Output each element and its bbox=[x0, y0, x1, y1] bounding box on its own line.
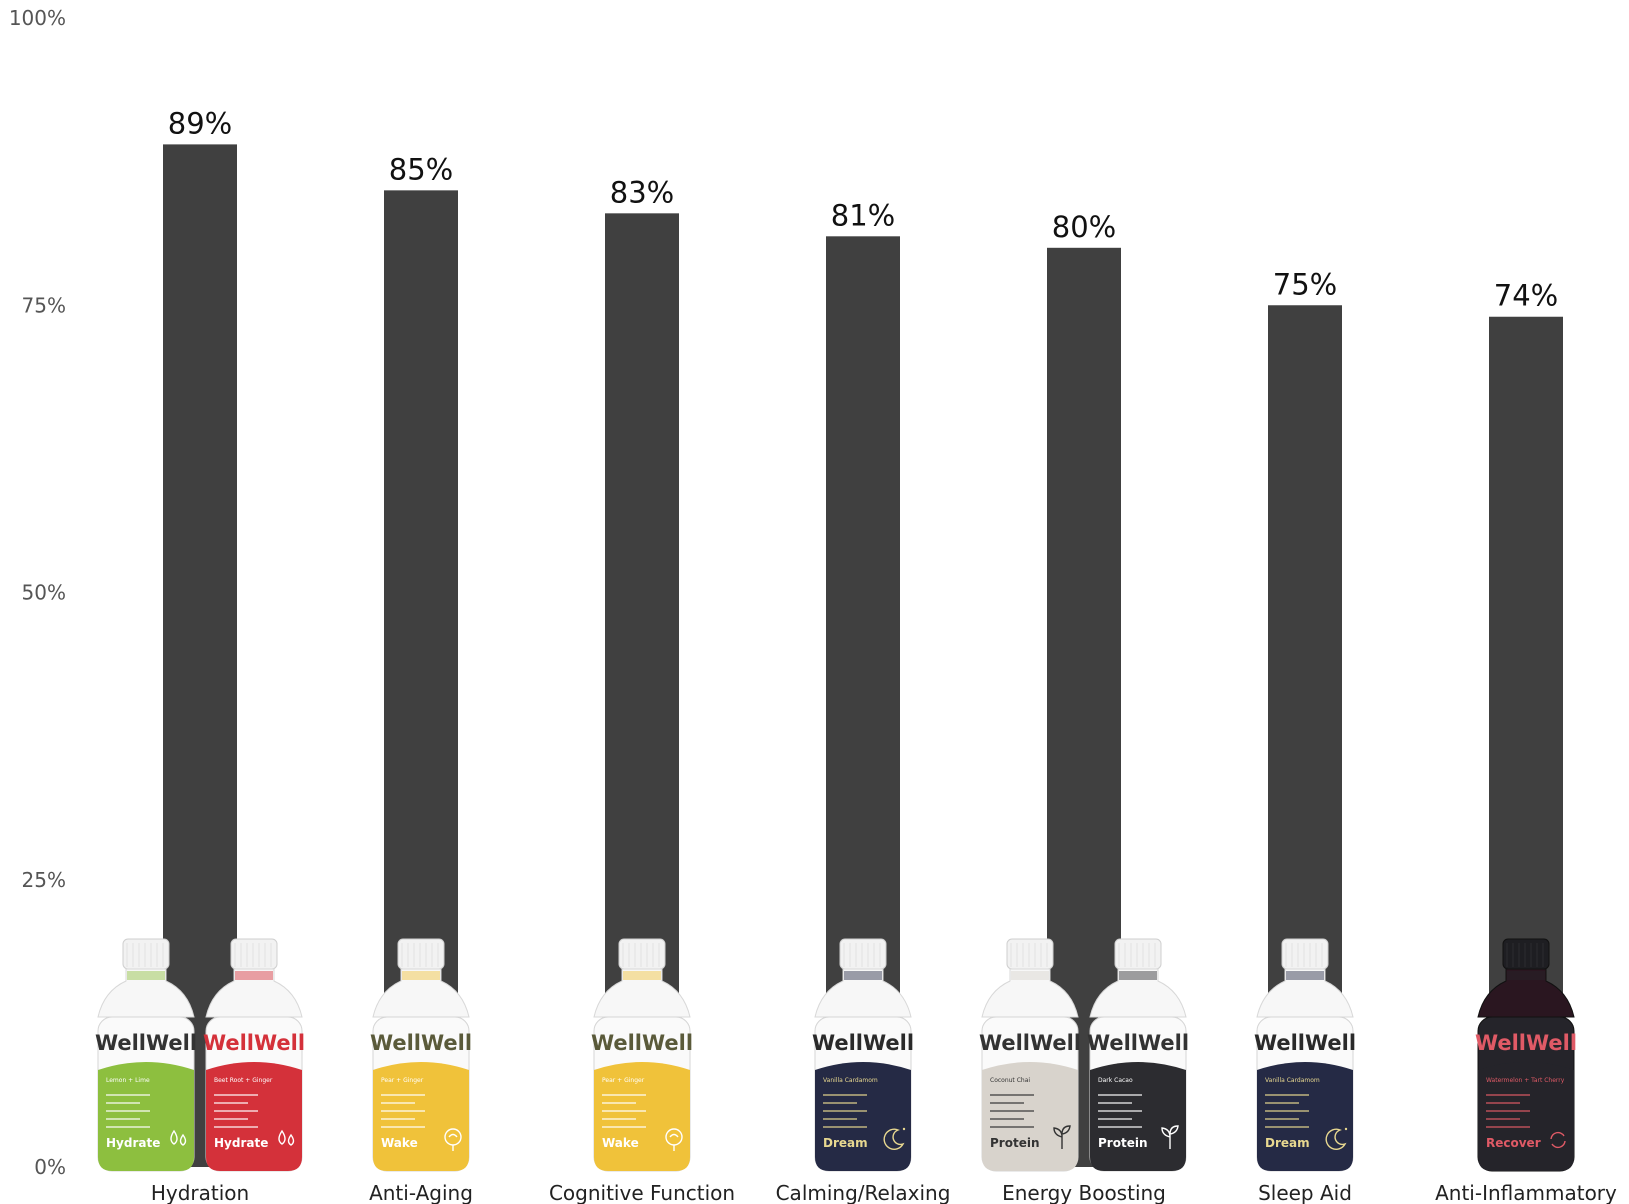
bottle-product-name: Hydrate bbox=[106, 1136, 160, 1150]
bottle-flavor: Coconut Chai bbox=[990, 1077, 1030, 1084]
bottle-flavor: Watermelon + Tart Cherry bbox=[1486, 1077, 1565, 1084]
product-bottle: WellWell Dark Cacao Protein bbox=[1087, 938, 1189, 1172]
bottle-brand: WellWell bbox=[591, 1031, 693, 1055]
y-tick-label: 100% bbox=[9, 6, 66, 30]
value-labels: 89% 85% 83% 81% 80% 75% 74% bbox=[168, 106, 1558, 312]
x-tick-label: Anti-Aging bbox=[369, 1181, 473, 1204]
product-bottle: WellWell Vanilla Cardamom Dream bbox=[812, 938, 914, 1172]
bottle-brand: WellWell bbox=[979, 1031, 1081, 1055]
data-label: 74% bbox=[1494, 279, 1558, 313]
data-label: 80% bbox=[1052, 210, 1116, 244]
bottle-brand: WellWell bbox=[1254, 1031, 1356, 1055]
bottle-product-name: Dream bbox=[823, 1136, 868, 1150]
product-bottle: WellWell Lemon + Lime Hydrate bbox=[95, 938, 197, 1172]
x-tick-label: Energy Boosting bbox=[1002, 1181, 1166, 1204]
product-bottle: WellWell Coconut Chai Protein bbox=[979, 938, 1081, 1172]
x-axis-labels: Hydration Anti-Aging Cognitive Function Cal… bbox=[151, 1181, 1617, 1204]
bottle-brand: WellWell bbox=[95, 1031, 197, 1055]
bottle-brand: WellWell bbox=[203, 1031, 305, 1055]
moon-stars-icon bbox=[883, 1127, 906, 1150]
bottle-product-name: Protein bbox=[990, 1136, 1040, 1150]
bottle-flavor: Pear + Ginger bbox=[381, 1077, 424, 1084]
bottle-brand: WellWell bbox=[1475, 1031, 1577, 1055]
x-tick-label: Hydration bbox=[151, 1181, 249, 1204]
x-tick-label: Calming/Relaxing bbox=[776, 1181, 951, 1204]
water-drops-icon bbox=[170, 1129, 187, 1146]
water-drops-icon bbox=[278, 1129, 295, 1146]
recover-arrows-icon bbox=[1550, 1131, 1566, 1149]
bottle-brand: WellWell bbox=[1087, 1031, 1189, 1055]
y-tick-label: 25% bbox=[22, 868, 66, 892]
bottle-product-name: Dream bbox=[1265, 1136, 1310, 1150]
data-label: 85% bbox=[389, 152, 453, 186]
product-bottle: WellWell Watermelon + Tart Cherry Recover bbox=[1475, 938, 1577, 1172]
product-images: WellWell Lemon + Lime Hydrate WellWell Beet … bbox=[95, 938, 1577, 1172]
sprout-icon bbox=[1053, 1125, 1071, 1149]
brain-icon bbox=[444, 1128, 462, 1151]
data-label: 75% bbox=[1273, 267, 1337, 301]
bottle-product-name: Wake bbox=[602, 1136, 639, 1150]
product-bottle: WellWell Pear + Ginger Wake bbox=[591, 938, 693, 1172]
bottle-product-name: Wake bbox=[381, 1136, 418, 1150]
bottle-flavor: Beet Root + Ginger bbox=[214, 1077, 273, 1084]
bottle-brand: WellWell bbox=[370, 1031, 472, 1055]
y-tick-label: 75% bbox=[22, 293, 66, 317]
x-tick-label: Cognitive Function bbox=[549, 1181, 735, 1204]
y-tick-label: 50% bbox=[22, 581, 66, 605]
bottle-flavor: Lemon + Lime bbox=[106, 1077, 150, 1084]
bottle-product-name: Protein bbox=[1098, 1136, 1148, 1150]
moon-stars-icon bbox=[1325, 1127, 1348, 1150]
bottle-flavor: Pear + Ginger bbox=[602, 1077, 645, 1084]
bottle-flavor: Dark Cacao bbox=[1098, 1077, 1133, 1084]
bottle-brand: WellWell bbox=[812, 1031, 914, 1055]
bottle-flavor: Vanilla Cardamom bbox=[1265, 1077, 1320, 1084]
brain-icon bbox=[665, 1128, 683, 1151]
data-label: 89% bbox=[168, 106, 232, 140]
product-bottle: WellWell Pear + Ginger Wake bbox=[370, 938, 472, 1172]
x-tick-label: Sleep Aid bbox=[1258, 1181, 1352, 1204]
bottle-flavor: Vanilla Cardamom bbox=[823, 1077, 878, 1084]
y-axis: 0% 25% 50% 75% 100% bbox=[9, 6, 66, 1179]
bottle-product-name: Hydrate bbox=[214, 1136, 268, 1150]
product-bottle: WellWell Beet Root + Ginger Hydrate bbox=[203, 938, 305, 1172]
data-label: 83% bbox=[610, 175, 674, 209]
x-tick-label: Anti-Inflammatory bbox=[1435, 1181, 1617, 1204]
bottle-product-name: Recover bbox=[1486, 1136, 1541, 1150]
sprout-icon bbox=[1161, 1125, 1179, 1149]
data-label: 81% bbox=[831, 198, 895, 232]
y-tick-label: 0% bbox=[34, 1155, 66, 1179]
product-bottle: WellWell Vanilla Cardamom Dream bbox=[1254, 938, 1356, 1172]
